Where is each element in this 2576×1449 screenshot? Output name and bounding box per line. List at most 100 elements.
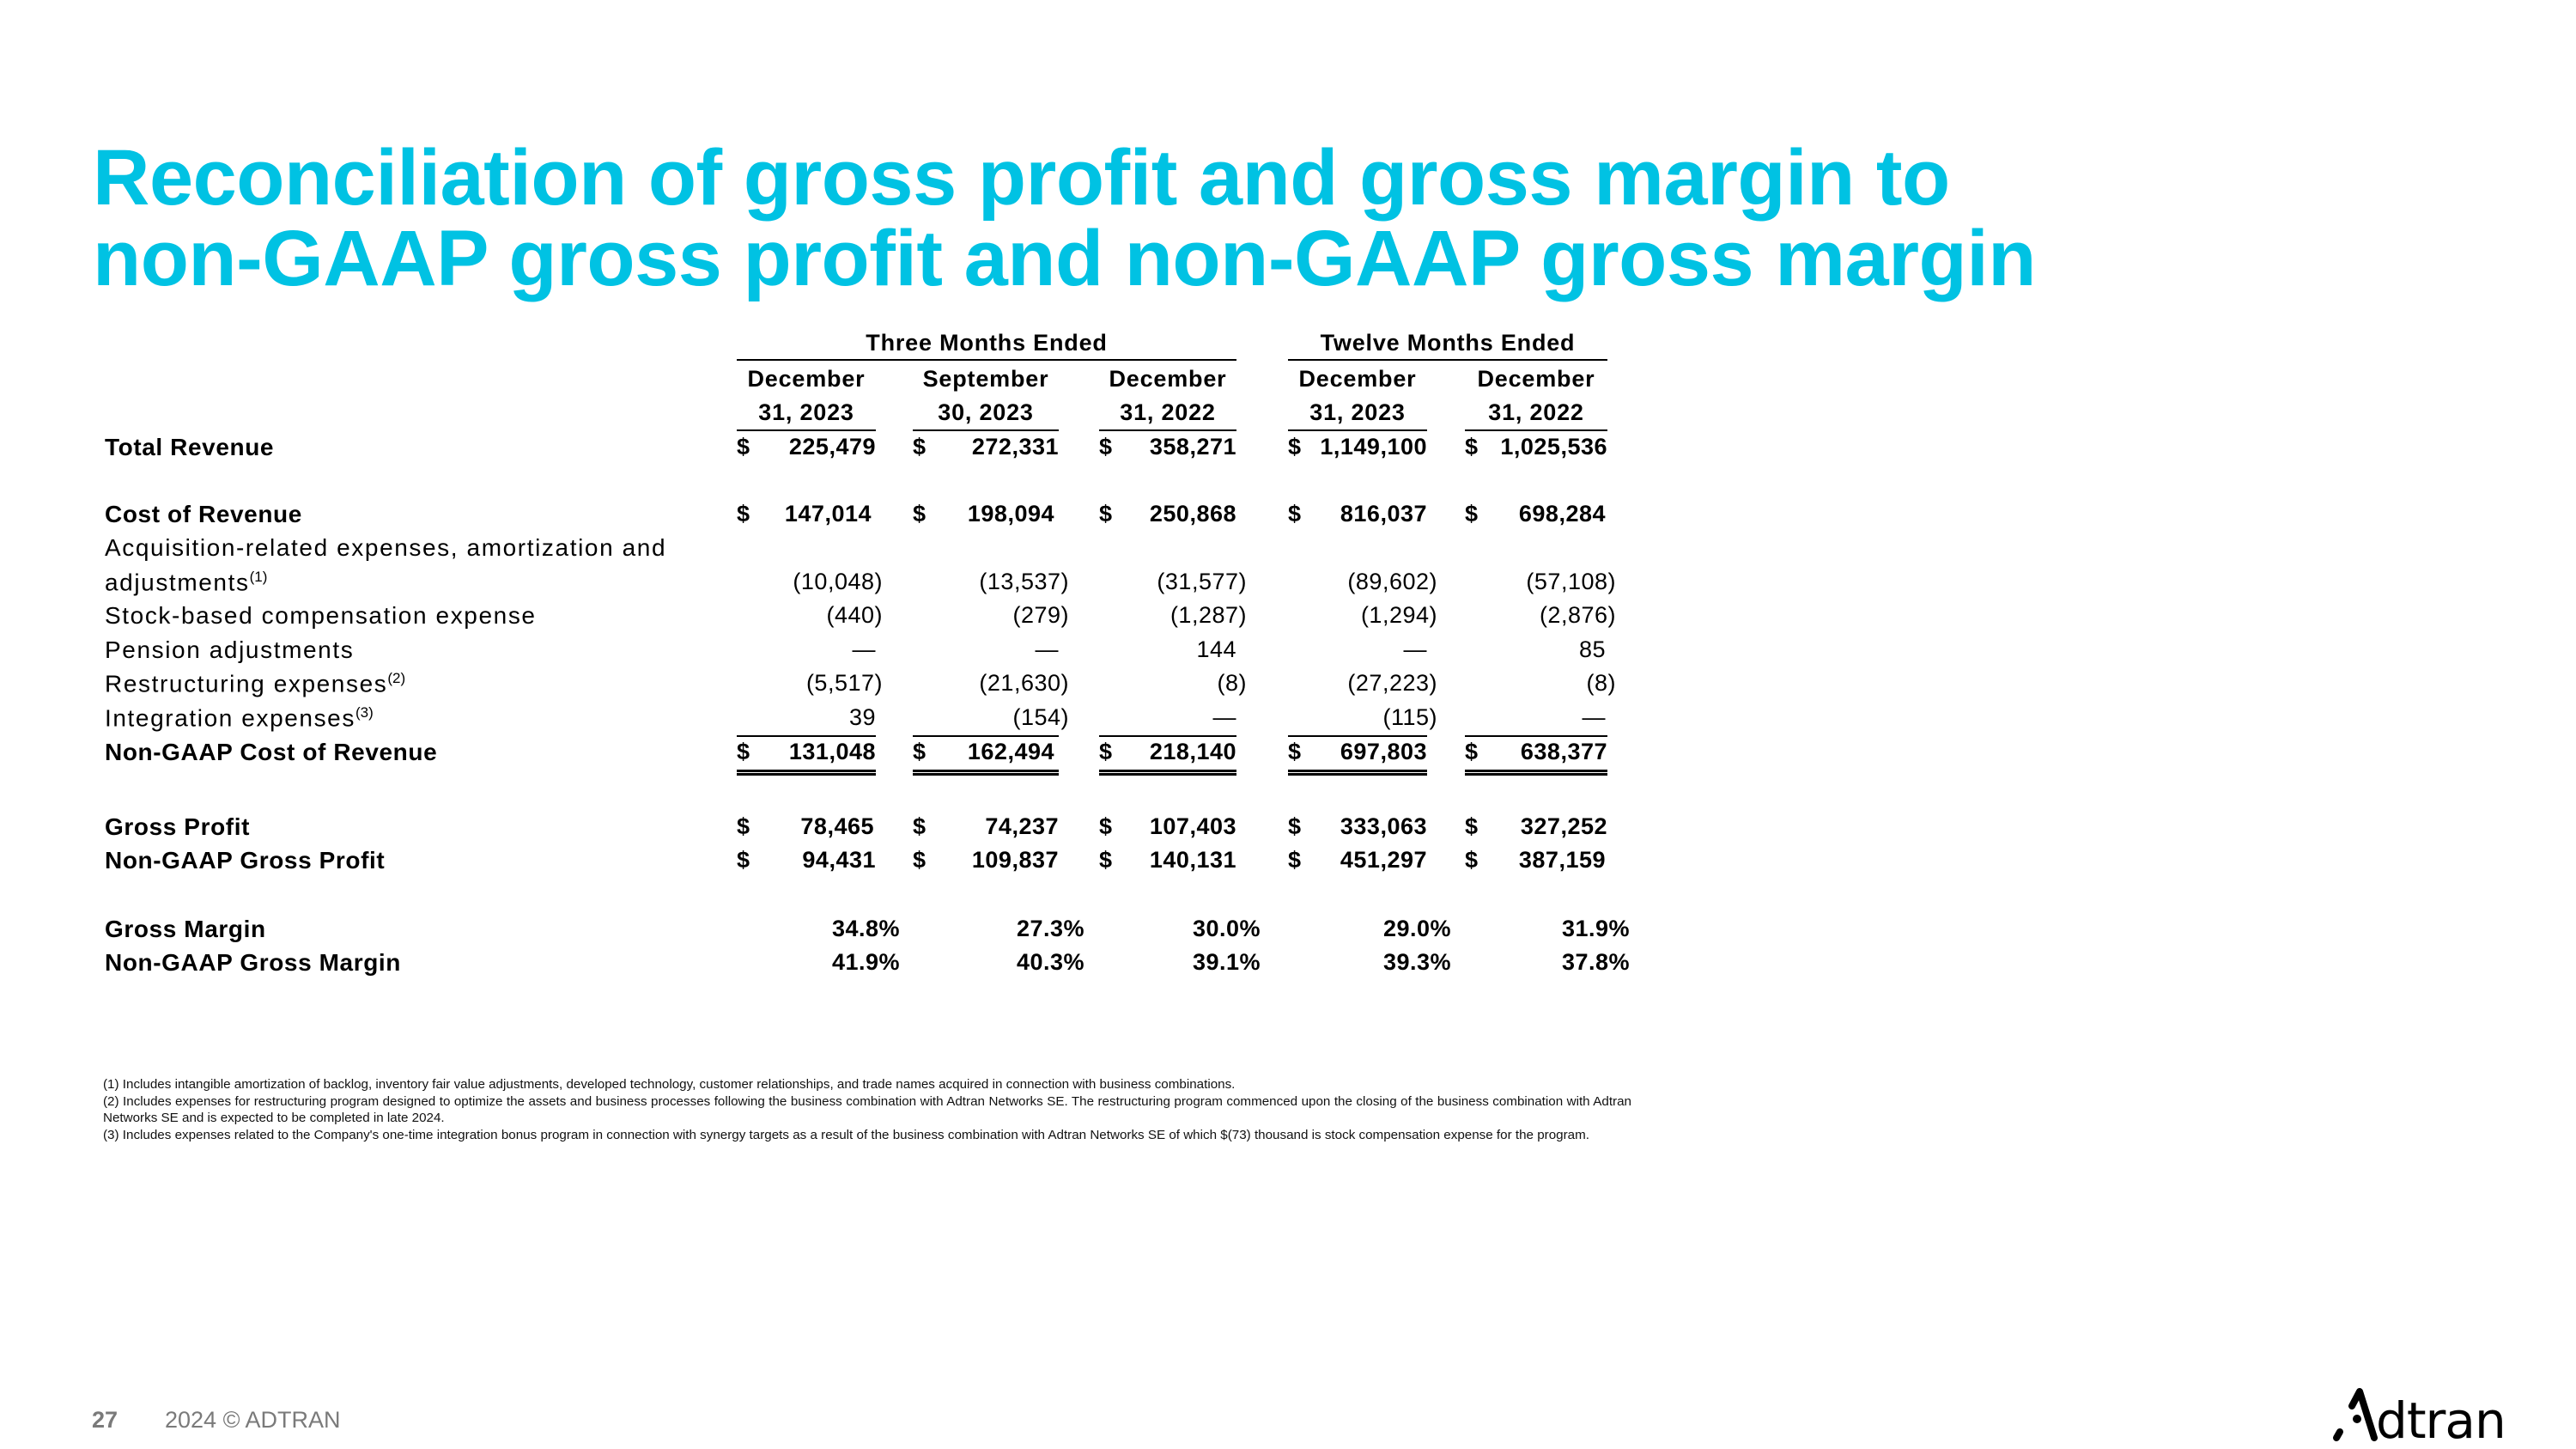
subtotal-line (1288, 735, 1427, 737)
row-label-integration: Integration expenses(3) (105, 704, 374, 732)
cell-value: 41.9% (831, 949, 900, 975)
row-label-acquisition-line2: adjustments(1) (105, 569, 267, 596)
slide-title-line-1: Reconciliation of gross profit and gross… (93, 134, 1950, 222)
column-header-line2: 31, 2023 (1309, 399, 1406, 425)
column-header-line2: 30, 2023 (938, 399, 1034, 425)
cell-value: 147,014 (784, 501, 872, 527)
dollar-sign: $ (737, 847, 750, 873)
cell-value: 272,331 (971, 434, 1059, 460)
label-text: Restructuring expenses (105, 670, 388, 697)
column-header-underline (1099, 429, 1236, 431)
cell-value: 327,252 (1520, 813, 1607, 839)
column-header-line2: 31, 2023 (758, 399, 854, 425)
cell-value: — (1582, 704, 1606, 730)
cell-value: (21,630) (979, 670, 1069, 696)
cell-value: 78,465 (800, 813, 874, 839)
cell-value: 39.1% (1192, 949, 1261, 975)
footnote-3: (3) Includes expenses related to the Com… (103, 1127, 1589, 1142)
cell-value: 34.8% (831, 916, 900, 941)
cell-value: (5,517) (805, 670, 883, 696)
dollar-sign: $ (1288, 813, 1302, 839)
cell-value: 162,494 (967, 739, 1054, 764)
cell-value: 74,237 (985, 813, 1059, 839)
cell-value: 131,048 (788, 739, 876, 764)
cell-value: — (1035, 636, 1059, 662)
dollar-sign: $ (1465, 434, 1479, 460)
dollar-sign: $ (1288, 501, 1302, 527)
footnote-2: (2) Includes expenses for restructuring … (103, 1093, 1631, 1126)
cell-value: (89,602) (1347, 569, 1437, 594)
row-label-non-gaap-gross-profit: Non-GAAP Gross Profit (105, 847, 386, 874)
cell-value: 387,159 (1518, 847, 1606, 873)
cell-value: 1,025,536 (1500, 434, 1607, 460)
cell-value: (8) (1586, 670, 1616, 696)
cell-value: 358,271 (1149, 434, 1236, 460)
subtotal-line (1465, 735, 1607, 737)
dollar-sign: $ (1099, 434, 1113, 460)
group-header-underline (737, 359, 1236, 361)
cell-value: (13,537) (979, 569, 1069, 594)
dollar-sign: $ (913, 813, 927, 839)
total-double-underline (913, 770, 1059, 776)
cell-value: 198,094 (967, 501, 1054, 527)
column-header-underline (1465, 429, 1607, 431)
cell-value: — (1403, 636, 1427, 662)
dollar-sign: $ (737, 501, 750, 527)
cell-value: 37.8% (1561, 949, 1630, 975)
dollar-sign: $ (737, 739, 750, 764)
dollar-sign: $ (1465, 813, 1479, 839)
cell-value: 1,149,100 (1320, 434, 1427, 460)
svg-text:dtran: dtran (2376, 1391, 2506, 1445)
cell-value: 94,431 (802, 847, 876, 873)
cell-value: (10,048) (793, 569, 883, 594)
dollar-sign: $ (737, 813, 750, 839)
dollar-sign: $ (1288, 739, 1302, 764)
dollar-sign: $ (1288, 434, 1302, 460)
subtotal-line (737, 735, 876, 737)
dollar-sign: $ (913, 847, 927, 873)
dollar-sign: $ (913, 434, 927, 460)
cell-value: (279) (1012, 602, 1069, 628)
cell-value: (154) (1012, 704, 1069, 730)
group-header-three-months: Three Months Ended (866, 330, 1108, 356)
subtotal-line (1099, 735, 1236, 737)
cell-value: (31,577) (1157, 569, 1247, 594)
cell-value: 218,140 (1149, 739, 1236, 764)
cell-value: 27.3% (1016, 916, 1084, 941)
cell-value: — (1212, 704, 1236, 730)
cell-value: (1,294) (1360, 602, 1437, 628)
dollar-sign: $ (1099, 739, 1113, 764)
dollar-sign: $ (1099, 501, 1113, 527)
cell-value: 107,403 (1149, 813, 1236, 839)
row-label-non-gaap-gross-margin: Non-GAAP Gross Margin (105, 949, 402, 976)
cell-value: (2,876) (1539, 602, 1616, 628)
cell-value: 697,803 (1340, 739, 1427, 764)
cell-value: — (852, 636, 876, 662)
subtotal-line (913, 735, 1059, 737)
row-label-restructuring: Restructuring expenses(2) (105, 670, 405, 697)
cell-value: 140,131 (1149, 847, 1236, 873)
row-label-cost-of-revenue: Cost of Revenue (105, 501, 302, 527)
row-label-stock-comp: Stock-based compensation expense (105, 602, 537, 629)
slide-title-line-2: non-GAAP gross profit and non-GAAP gross… (93, 215, 2036, 302)
cell-value: 109,837 (971, 847, 1059, 873)
cell-value: (440) (826, 602, 883, 628)
dollar-sign: $ (1288, 847, 1302, 873)
cell-value: (1,287) (1170, 602, 1247, 628)
row-label-acquisition-line1: Acquisition-related expenses, amortizati… (105, 534, 667, 561)
footnote-ref-3: (3) (355, 704, 374, 721)
cell-value: 225,479 (788, 434, 876, 460)
dollar-sign: $ (913, 501, 927, 527)
cell-value: 638,377 (1520, 739, 1607, 764)
cell-value: (115) (1382, 704, 1437, 730)
column-header-line1: September (922, 366, 1049, 392)
slide-title: Reconciliation of gross profit and gross… (93, 137, 2036, 299)
copyright: 2024 © ADTRAN (165, 1407, 341, 1433)
column-header-line1: December (1109, 366, 1227, 392)
cell-value: 29.0% (1382, 916, 1451, 941)
page-number: 27 (92, 1407, 118, 1433)
footnote-ref-1: (1) (249, 569, 268, 585)
row-label-gross-profit: Gross Profit (105, 813, 251, 840)
label-text: adjustments (105, 569, 250, 596)
dollar-sign: $ (1099, 847, 1113, 873)
